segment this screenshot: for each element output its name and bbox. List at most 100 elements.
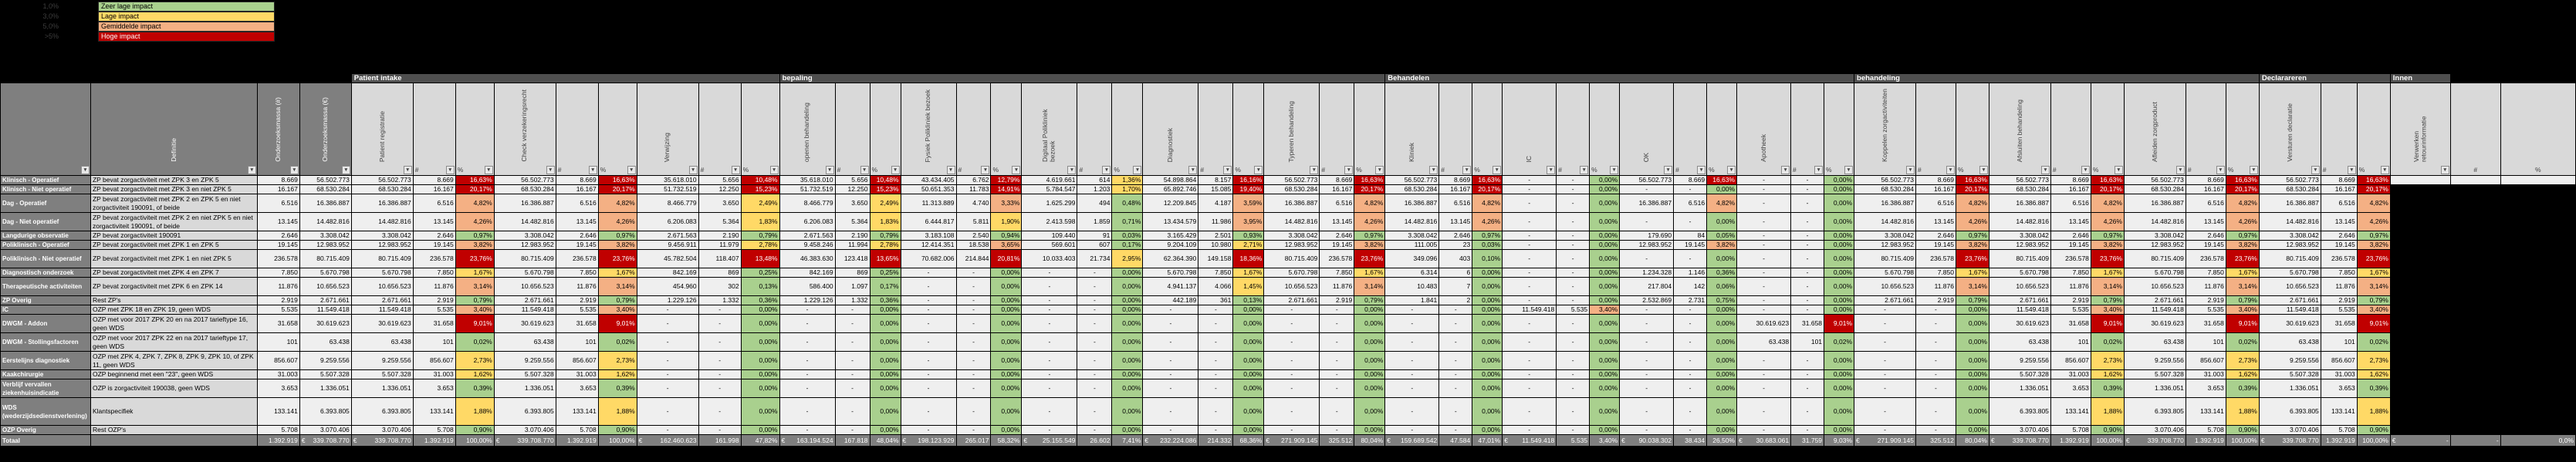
- data-cell[interactable]: 19.145: [555, 240, 599, 250]
- total-data-cell[interactable]: €163.194.524: [779, 434, 836, 447]
- data-cell[interactable]: 5.507.328: [1988, 369, 2051, 379]
- massa-eur-cell[interactable]: 1.336.051: [299, 379, 352, 398]
- definition-cell[interactable]: ZP bevat zorgactiviteit met ZPK 2 en nie…: [90, 212, 258, 231]
- impact-percent-cell[interactable]: 18,36%: [1232, 249, 1265, 268]
- data-cell[interactable]: -: [1077, 379, 1113, 398]
- data-cell[interactable]: -: [1915, 332, 1956, 352]
- step-column-header[interactable]: Check verzekeringsrecht ▼: [493, 83, 556, 176]
- data-cell[interactable]: 9.204.109: [1142, 240, 1199, 250]
- data-cell[interactable]: 6.393.805: [2123, 397, 2186, 426]
- data-cell[interactable]: -: [1077, 351, 1113, 370]
- row-label[interactable]: Dag - Niet operatief: [0, 212, 91, 231]
- data-cell[interactable]: 16.386.887: [2258, 194, 2321, 213]
- count-column-header[interactable]: # ▼: [1673, 83, 1708, 176]
- data-cell[interactable]: -: [1736, 277, 1792, 296]
- data-cell[interactable]: -: [834, 314, 870, 333]
- data-cell[interactable]: 13.145: [1915, 212, 1956, 231]
- data-cell[interactable]: 16.167: [2050, 184, 2091, 194]
- data-cell[interactable]: 1.332: [698, 295, 742, 305]
- filter-dropdown-icon[interactable]: ▼: [1493, 166, 1502, 174]
- total-data-cell[interactable]: 161.998: [698, 434, 742, 447]
- data-cell[interactable]: 5.507.328: [350, 369, 414, 379]
- step-column-header[interactable]: Afsluiten behandeling ▼: [1988, 83, 2051, 176]
- impact-percent-cell[interactable]: 1,88%: [2090, 397, 2125, 426]
- massa-eur-cell[interactable]: 3.070.406: [299, 425, 352, 435]
- filter-dropdown-icon[interactable]: ▼: [2081, 166, 2090, 174]
- massa-eur-cell[interactable]: 68.530.284: [299, 184, 352, 194]
- step-column-header[interactable]: Apotheek ▼: [1736, 83, 1792, 176]
- massa-eur-cell[interactable]: 10.656.523: [299, 277, 352, 296]
- impact-percent-cell[interactable]: 0,05%: [1706, 231, 1738, 241]
- column-group-header[interactable]: Behandelen: [1384, 73, 1855, 83]
- percent-column-header[interactable]: % ▼: [990, 83, 1023, 176]
- data-cell[interactable]: -: [1502, 231, 1557, 241]
- data-cell[interactable]: 3.165.429: [1142, 231, 1199, 241]
- impact-percent-cell[interactable]: 0,00%: [1589, 369, 1621, 379]
- impact-percent-cell[interactable]: 3,33%: [990, 194, 1023, 213]
- data-cell[interactable]: 2.540: [955, 231, 992, 241]
- data-cell[interactable]: -: [1915, 397, 1956, 426]
- impact-percent-cell[interactable]: 3,14%: [2356, 277, 2391, 296]
- filter-dropdown-icon[interactable]: ▼: [946, 166, 955, 174]
- data-cell[interactable]: 56.502.773: [1384, 175, 1440, 185]
- data-cell[interactable]: -: [1673, 184, 1708, 194]
- data-cell[interactable]: -: [779, 379, 836, 398]
- data-cell[interactable]: 1.336.051: [350, 379, 414, 398]
- data-cell[interactable]: -: [698, 351, 742, 370]
- data-cell[interactable]: 101: [412, 332, 456, 352]
- impact-percent-cell[interactable]: 0,00%: [1589, 397, 1621, 426]
- data-cell[interactable]: -: [1438, 379, 1473, 398]
- percent-column-header[interactable]: % ▼: [455, 83, 495, 176]
- impact-percent-cell[interactable]: 0,00%: [869, 379, 901, 398]
- data-cell[interactable]: -: [1384, 351, 1440, 370]
- data-cell[interactable]: -: [1915, 379, 1956, 398]
- impact-percent-cell[interactable]: 0,00%: [1824, 277, 1855, 296]
- data-cell[interactable]: -: [1142, 369, 1199, 379]
- impact-percent-cell[interactable]: 0,90%: [597, 425, 637, 435]
- data-cell[interactable]: 236.578: [555, 249, 599, 268]
- data-cell[interactable]: 5.708: [555, 425, 599, 435]
- data-cell[interactable]: 6.206.083: [636, 212, 699, 231]
- data-cell[interactable]: 11.549.418: [2258, 305, 2321, 315]
- definition-cell[interactable]: ZP bevat zorgactiviteit met ZPK 2 en ZPK…: [90, 194, 258, 213]
- impact-percent-cell[interactable]: 0,00%: [1589, 231, 1621, 241]
- data-cell[interactable]: 63.438: [2123, 332, 2186, 352]
- data-cell[interactable]: -: [1619, 351, 1675, 370]
- impact-percent-cell[interactable]: 19,40%: [1232, 184, 1265, 194]
- data-cell[interactable]: -: [1077, 369, 1113, 379]
- data-cell[interactable]: -: [698, 397, 742, 426]
- data-cell[interactable]: 5.507.328: [2258, 369, 2321, 379]
- data-cell[interactable]: -: [1854, 332, 1916, 352]
- data-cell[interactable]: 11.979: [698, 240, 742, 250]
- data-cell[interactable]: -: [834, 425, 870, 435]
- definitie-column-header[interactable]: Definitie ▼: [90, 83, 258, 176]
- impact-percent-cell[interactable]: 0,13%: [1232, 295, 1265, 305]
- massa-eur-cell[interactable]: 2.671.661: [299, 295, 352, 305]
- data-cell[interactable]: 3.070.406: [2258, 425, 2321, 435]
- impact-percent-cell[interactable]: 0,00%: [1706, 425, 1738, 435]
- impact-percent-cell[interactable]: 0,00%: [1955, 332, 1989, 352]
- data-cell[interactable]: 10.980: [1198, 240, 1234, 250]
- data-cell[interactable]: 5.535: [1556, 305, 1591, 315]
- data-cell[interactable]: 12.250: [698, 184, 742, 194]
- impact-percent-cell[interactable]: 0,00%: [1589, 240, 1621, 250]
- impact-percent-cell[interactable]: 1,83%: [869, 212, 901, 231]
- filter-dropdown-icon[interactable]: ▼: [2380, 166, 2389, 174]
- data-cell[interactable]: 111.005: [1384, 240, 1440, 250]
- data-cell[interactable]: 16.386.887: [350, 194, 414, 213]
- data-cell[interactable]: 19.145: [412, 240, 456, 250]
- data-cell[interactable]: 5.535: [2050, 305, 2091, 315]
- data-cell[interactable]: -: [636, 332, 699, 352]
- total-data-cell[interactable]: €90.038.302: [1619, 434, 1675, 447]
- data-cell[interactable]: 12.983.952: [350, 240, 414, 250]
- data-cell[interactable]: 3.308.042: [1854, 231, 1916, 241]
- data-cell[interactable]: -: [1021, 268, 1078, 278]
- definition-cell[interactable]: OZP met voor 2017 ZPK 22 en na 2017 tari…: [90, 332, 258, 352]
- impact-percent-cell[interactable]: 0,02%: [597, 332, 637, 352]
- row-label[interactable]: Klinisch - Operatief: [0, 175, 91, 185]
- total-percent-cell[interactable]: 100,00%: [2356, 434, 2391, 447]
- data-cell[interactable]: 6.516: [1438, 194, 1473, 213]
- data-cell[interactable]: -: [1556, 240, 1591, 250]
- definition-cell[interactable]: Klantspecifiek: [90, 397, 258, 426]
- data-cell[interactable]: 31.658: [2050, 314, 2091, 333]
